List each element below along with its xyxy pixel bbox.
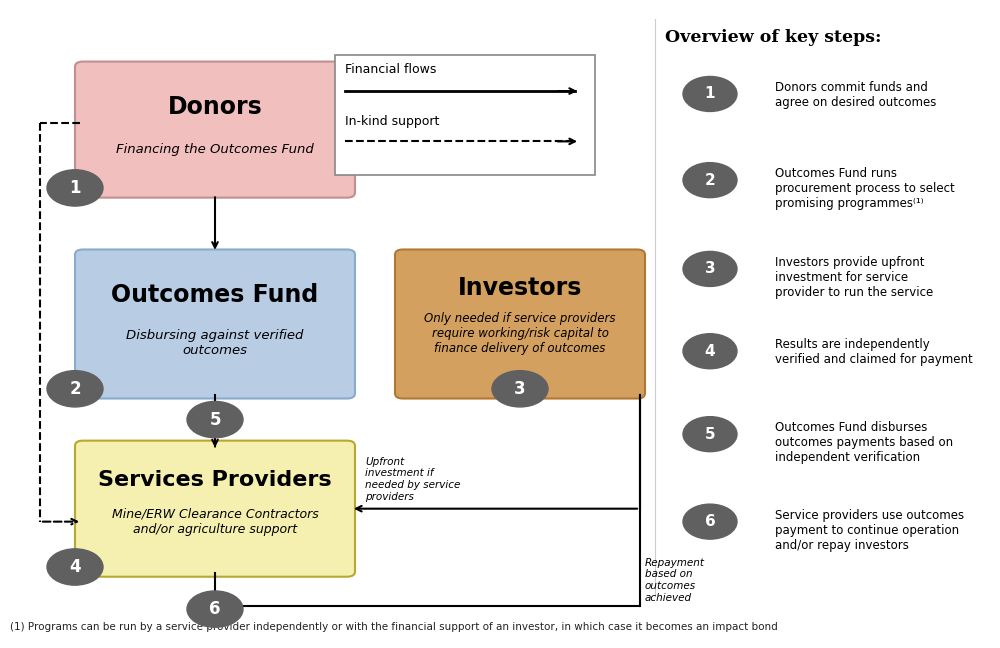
Text: 2: 2 <box>705 172 715 188</box>
Text: 5: 5 <box>209 411 221 428</box>
Text: Only needed if service providers
require working/risk capital to
finance deliver: Only needed if service providers require… <box>424 312 616 355</box>
Text: 1: 1 <box>705 86 715 102</box>
Text: Donors commit funds and
agree on desired outcomes: Donors commit funds and agree on desired… <box>775 81 936 109</box>
Text: 6: 6 <box>209 600 221 618</box>
Text: Services Providers: Services Providers <box>98 470 332 489</box>
Text: 4: 4 <box>705 343 715 359</box>
Text: 3: 3 <box>705 261 715 277</box>
Text: Financing the Outcomes Fund: Financing the Outcomes Fund <box>116 143 314 156</box>
Text: Results are independently
verified and claimed for payment: Results are independently verified and c… <box>775 338 973 366</box>
Text: Investors provide upfront
investment for service
provider to run the service: Investors provide upfront investment for… <box>775 256 933 299</box>
Circle shape <box>47 371 103 407</box>
Text: 4: 4 <box>69 558 81 576</box>
Text: In-kind support: In-kind support <box>345 115 439 128</box>
Text: Donors: Donors <box>168 95 262 119</box>
Text: 1: 1 <box>69 179 81 197</box>
Circle shape <box>683 504 737 539</box>
Circle shape <box>683 417 737 452</box>
FancyBboxPatch shape <box>395 249 645 399</box>
Circle shape <box>683 251 737 286</box>
Circle shape <box>47 170 103 206</box>
Text: Investors: Investors <box>458 276 582 301</box>
Text: Disbursing against verified
outcomes: Disbursing against verified outcomes <box>126 329 304 358</box>
Bar <box>335 55 595 175</box>
Text: Repayment
based on
outcomes
achieved: Repayment based on outcomes achieved <box>645 558 705 603</box>
Text: Financial flows: Financial flows <box>345 63 436 76</box>
Text: 5: 5 <box>705 426 715 442</box>
Circle shape <box>187 401 243 438</box>
Circle shape <box>47 549 103 585</box>
Circle shape <box>683 163 737 198</box>
Text: Outcomes Fund: Outcomes Fund <box>111 283 319 307</box>
Text: 6: 6 <box>705 514 715 529</box>
Text: Upfront
investment if
needed by service
providers: Upfront investment if needed by service … <box>365 457 460 502</box>
Text: 3: 3 <box>514 380 526 398</box>
Text: Mine/ERW Clearance Contractors
and/or agriculture support: Mine/ERW Clearance Contractors and/or ag… <box>112 507 318 536</box>
Text: Overview of key steps:: Overview of key steps: <box>665 29 882 46</box>
Text: Service providers use outcomes
payment to continue operation
and/or repay invest: Service providers use outcomes payment t… <box>775 509 964 551</box>
FancyBboxPatch shape <box>75 249 355 399</box>
FancyBboxPatch shape <box>75 62 355 198</box>
Text: Outcomes Fund disburses
outcomes payments based on
independent verification: Outcomes Fund disburses outcomes payment… <box>775 421 953 464</box>
Text: (1) Programs can be run by a service provider independently or with the financia: (1) Programs can be run by a service pro… <box>10 622 778 632</box>
FancyBboxPatch shape <box>75 441 355 577</box>
Circle shape <box>187 591 243 627</box>
Text: 2: 2 <box>69 380 81 398</box>
Circle shape <box>492 371 548 407</box>
Circle shape <box>683 76 737 111</box>
Text: Outcomes Fund runs
procurement process to select
promising programmes⁽¹⁾: Outcomes Fund runs procurement process t… <box>775 167 955 210</box>
Circle shape <box>683 334 737 369</box>
